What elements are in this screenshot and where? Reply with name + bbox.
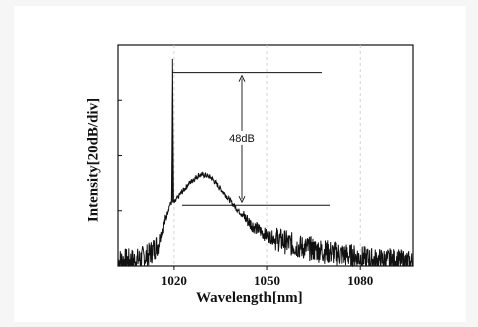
y-axis-label: Intensity[20dB/div] bbox=[85, 97, 102, 223]
x-tick-label-0: 1020 bbox=[161, 273, 187, 288]
chart-panel bbox=[14, 6, 466, 322]
spectrum-trace bbox=[117, 58, 414, 268]
x-tick-label-1: 1050 bbox=[254, 273, 280, 288]
annotation-label-bg bbox=[227, 130, 257, 145]
annotation-label: 48dB bbox=[229, 133, 255, 145]
annotation-arrow-head-down bbox=[238, 196, 246, 204]
x-axis-label: Wavelength[nm] bbox=[196, 290, 303, 306]
x-tick-label-2: 1080 bbox=[347, 273, 373, 288]
annotation-arrow-head-up bbox=[238, 74, 246, 82]
